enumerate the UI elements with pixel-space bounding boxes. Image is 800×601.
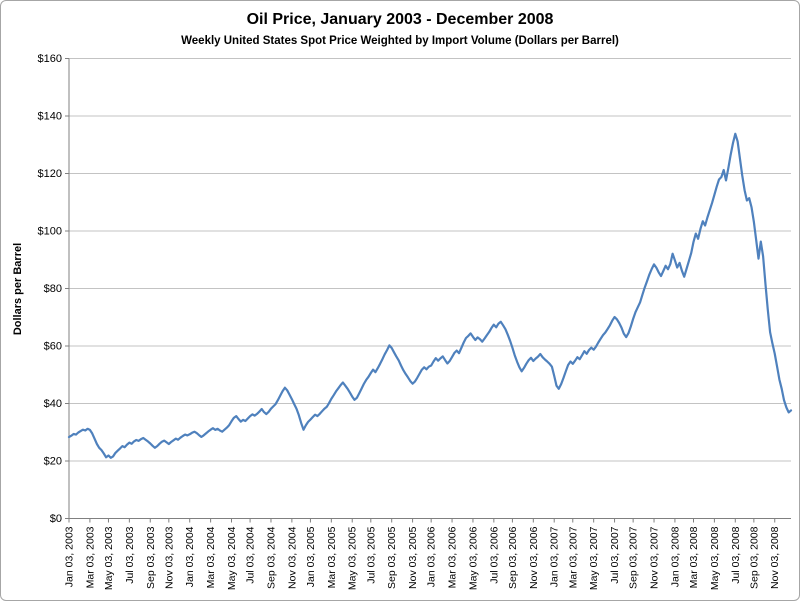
x-tick-label: Jan 03, 2003 (64, 526, 76, 587)
x-tick-label: Jan 03, 2005 (305, 526, 317, 587)
x-tick-label: Jul 03, 2007 (609, 526, 621, 583)
x-tick-label: Sep 03, 2008 (748, 526, 760, 589)
x-tick-label: Nov 03, 2005 (407, 526, 419, 589)
x-tick-label: May 03, 2007 (588, 526, 600, 590)
x-tick-label: Jul 03, 2003 (124, 526, 136, 583)
x-tick-label: Nov 03, 2004 (286, 526, 298, 589)
x-tick-label: May 03, 2008 (709, 526, 721, 590)
y-tick-label: $100 (38, 226, 62, 238)
x-tick-label: Sep 03, 2006 (507, 526, 519, 589)
x-tick-label: Sep 03, 2005 (386, 526, 398, 589)
y-tick-label: $80 (44, 283, 62, 295)
x-tick-label: Jul 03, 2006 (488, 526, 500, 583)
y-tick-label: $140 (38, 111, 62, 123)
chart-subtitle: Weekly United States Spot Price Weighted… (181, 35, 619, 47)
y-tick-label: $160 (38, 53, 62, 65)
x-tick-label: Sep 03, 2004 (265, 526, 277, 589)
x-tick-label: Mar 03, 2003 (84, 526, 96, 588)
y-tick-label: $120 (38, 168, 62, 180)
x-tick-label: Jan 03, 2007 (549, 526, 561, 587)
y-tick-label: $40 (44, 398, 62, 410)
chart-title: Oil Price, January 2003 - December 2008 (246, 11, 554, 28)
x-tick-label: May 03, 2003 (103, 526, 115, 590)
x-tick-label: Nov 03, 2003 (163, 526, 175, 589)
x-tick-label: Nov 03, 2008 (769, 526, 781, 589)
x-tick-label: Sep 03, 2003 (145, 526, 157, 589)
x-tick-label: May 03, 2006 (467, 526, 479, 590)
price-line (67, 132, 793, 459)
x-tick-label: Jan 03, 2004 (184, 526, 196, 587)
y-tick-label: $0 (50, 513, 62, 525)
y-tick-label: $60 (44, 341, 62, 353)
x-tick-label: Jul 03, 2004 (245, 526, 257, 583)
x-tick-label: Mar 03, 2005 (326, 526, 338, 588)
x-tick-label: Jan 03, 2006 (426, 526, 438, 587)
x-tick-label: Nov 03, 2007 (649, 526, 661, 589)
x-tick-label: Mar 03, 2007 (567, 526, 579, 588)
x-tick-label: May 03, 2004 (226, 526, 238, 590)
x-tick-label: Sep 03, 2007 (628, 526, 640, 589)
x-tick-label: Jul 03, 2008 (730, 526, 742, 583)
y-tick-label: $20 (44, 456, 62, 468)
x-tick-label: May 03, 2005 (347, 526, 359, 590)
x-tick-label: Mar 03, 2006 (447, 526, 459, 588)
x-tick-label: Jul 03, 2005 (365, 526, 377, 583)
x-tick-label: Nov 03, 2006 (528, 526, 540, 589)
x-tick-label: Mar 03, 2008 (688, 526, 700, 588)
x-tick-label: Mar 03, 2004 (205, 526, 217, 588)
x-tick-label: Jan 03, 2008 (669, 526, 681, 587)
